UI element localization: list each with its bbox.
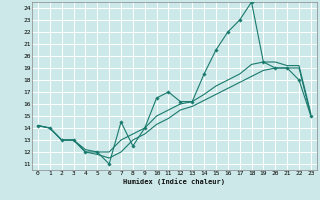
X-axis label: Humidex (Indice chaleur): Humidex (Indice chaleur) [124, 178, 225, 185]
